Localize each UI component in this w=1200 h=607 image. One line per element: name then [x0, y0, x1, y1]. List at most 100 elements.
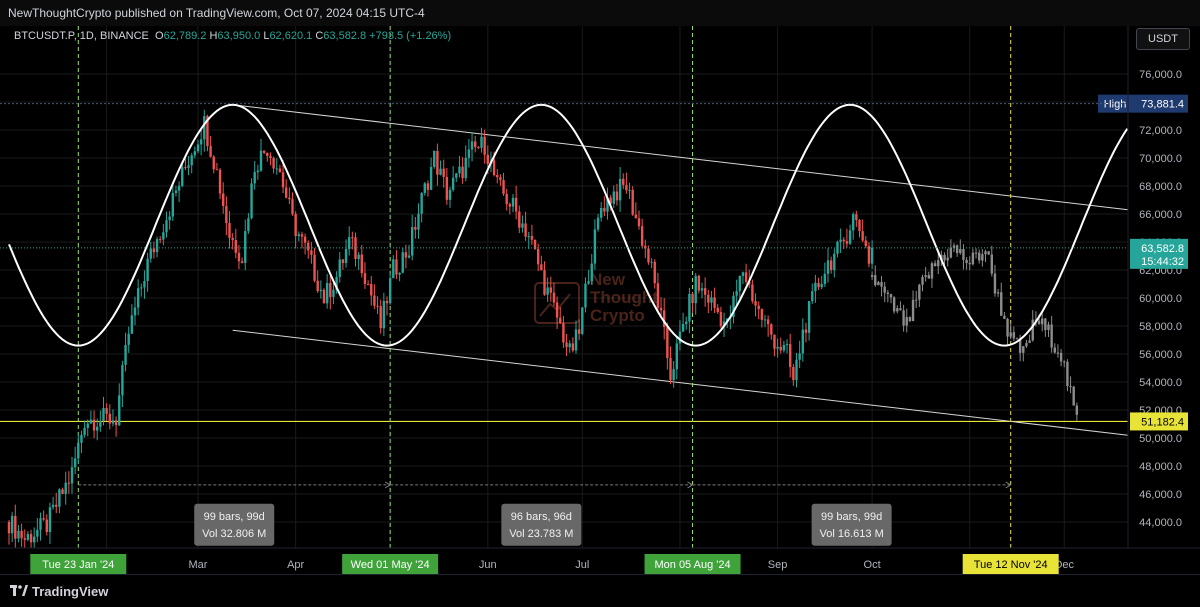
candle-body [852, 214, 855, 231]
candle-body [848, 230, 852, 244]
price-tick-label: 46,000.0 [1139, 489, 1182, 501]
projection-body [886, 292, 890, 295]
price-tick-label: 66,000.0 [1139, 209, 1182, 221]
candle-body [42, 518, 45, 520]
candle-body [474, 141, 477, 147]
candle-body [307, 242, 310, 251]
candle-body [357, 254, 360, 260]
candle-body [313, 254, 316, 281]
chart-area[interactable]: New Thought Crypto 99 bars, 99d Vol 32.806 M… [0, 26, 1200, 574]
candle-body [124, 344, 127, 365]
candle-body [269, 155, 272, 159]
candle-body [67, 482, 71, 484]
candle-body [395, 259, 398, 275]
candle-body [26, 533, 30, 540]
candle-body [36, 529, 39, 537]
candle-body [855, 214, 858, 220]
candle-body [187, 165, 190, 168]
tradingview-logo[interactable]: TradingView [10, 584, 108, 599]
measure-label: 99 bars, 99d Vol 32.806 M [194, 503, 275, 546]
candle-body [297, 234, 300, 237]
date-marker-label: Mon 05 Aug '24 [654, 559, 730, 571]
projection-body [874, 275, 877, 286]
projection-body [959, 249, 962, 254]
candle-body [442, 168, 445, 177]
projection-body [1000, 292, 1003, 316]
date-marker-tag [962, 554, 1059, 574]
candle-body [574, 329, 578, 351]
time-tick-label: Dec [1054, 559, 1074, 571]
candle-body [867, 246, 871, 264]
candle-body [609, 197, 612, 204]
candle-body [266, 152, 269, 156]
candle-body [303, 236, 307, 243]
projection-body [943, 255, 946, 261]
candle-body [546, 287, 549, 295]
projection-body [902, 310, 905, 326]
candle-body [562, 323, 565, 343]
measure-volume: Vol 32.806 M [202, 528, 266, 540]
candle-body [590, 263, 593, 282]
candle-body [703, 288, 707, 295]
last-price-value: 63,582.8 [1141, 243, 1184, 255]
tradingview-icon [10, 585, 28, 596]
candle-body [373, 295, 376, 306]
measure-bars: 99 bars, 99d [821, 511, 882, 523]
price-tick-label: 56,000.0 [1139, 349, 1182, 361]
candle-body [814, 282, 817, 292]
candle-body [281, 172, 285, 188]
candle-body [779, 346, 782, 351]
candle-body [656, 283, 660, 308]
candle-body [499, 177, 502, 181]
cycle-sine-wave [8, 103, 1129, 347]
projection-body [905, 317, 908, 326]
price-tick-label: 76,000.0 [1139, 69, 1182, 81]
projection-body [968, 263, 971, 265]
candle-body [543, 270, 546, 295]
candle-body [839, 239, 842, 242]
symbol-label[interactable]: BTCUSDT.P, 1D, BINANCE [14, 30, 149, 42]
candle-body [218, 169, 222, 194]
time-tick-label: Apr [287, 559, 304, 571]
candle-body [710, 297, 713, 303]
candle-body [33, 536, 36, 543]
candle-body [820, 283, 823, 288]
candle-body [335, 277, 338, 290]
currency-selector[interactable]: USDT [1136, 28, 1190, 50]
candle-body [332, 289, 335, 297]
candle-body [351, 237, 354, 239]
candle-body [237, 252, 241, 262]
candle-body [319, 289, 323, 292]
candle-body [537, 249, 540, 265]
candle-body [829, 260, 833, 271]
projection-body [974, 252, 978, 254]
candle-body [722, 321, 726, 327]
candle-body [483, 136, 486, 155]
candle-body [644, 245, 647, 249]
close-value: 63,582.8 [323, 30, 367, 42]
candle-body [212, 156, 215, 170]
candle-body [89, 419, 93, 424]
measure-bars: 99 bars, 99d [204, 511, 265, 523]
candle-body [184, 167, 187, 169]
projection-body [896, 308, 899, 312]
candle-body [514, 197, 518, 212]
candle-body [354, 237, 357, 260]
candle-body [763, 319, 767, 321]
candle-body [502, 180, 505, 194]
candle-body [804, 329, 808, 333]
candle-body [555, 302, 559, 318]
candle-body [436, 150, 439, 175]
candle-body [811, 291, 814, 302]
candle-body [625, 184, 628, 191]
time-tick-label: Mar [189, 559, 208, 571]
candle-body [203, 116, 206, 140]
candle-body [294, 213, 297, 237]
candle-body [439, 168, 442, 175]
candle-body [448, 189, 452, 200]
candle-body [39, 518, 42, 530]
candle-body [379, 306, 382, 329]
candle-body [83, 427, 86, 435]
price-chart[interactable]: NewThoughtCrypto 99 bars, 99d Vol 32.806 M… [0, 26, 1200, 574]
projection-body [993, 273, 997, 294]
